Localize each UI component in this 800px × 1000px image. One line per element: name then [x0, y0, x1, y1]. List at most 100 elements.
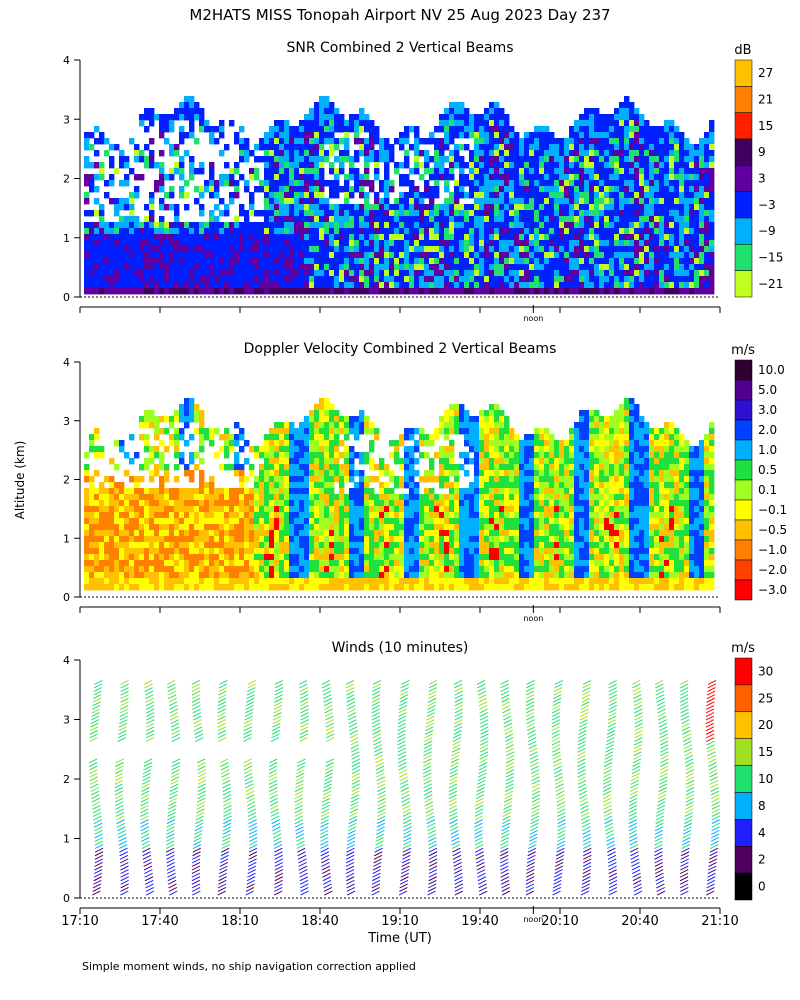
- heatmap-cell: [299, 192, 305, 199]
- heatmap-cell: [409, 536, 415, 543]
- heatmap-cell: [299, 204, 305, 211]
- heatmap-cell: [169, 554, 175, 561]
- heatmap-cell: [199, 222, 205, 229]
- heatmap-cell: [349, 422, 355, 429]
- heatmap-cell: [269, 150, 275, 157]
- heatmap-cell: [84, 246, 90, 253]
- heatmap-cell: [704, 270, 710, 277]
- heatmap-cell: [99, 506, 105, 513]
- heatmap-cell: [264, 264, 270, 271]
- heatmap-cell: [399, 434, 405, 441]
- heatmap-cell: [359, 566, 365, 573]
- heatmap-cell: [404, 198, 410, 205]
- heatmap-cell: [329, 270, 335, 277]
- heatmap-cell: [479, 186, 485, 193]
- heatmap-cell: [634, 216, 640, 223]
- heatmap-cell: [239, 554, 245, 561]
- heatmap-cell: [119, 156, 125, 163]
- heatmap-cell: [374, 216, 380, 223]
- heatmap-cell: [664, 156, 670, 163]
- heatmap-cell: [214, 488, 220, 495]
- heatmap-cell: [369, 440, 375, 447]
- heatmap-cell: [454, 222, 460, 229]
- heatmap-cell: [289, 494, 295, 501]
- heatmap-cell: [179, 578, 185, 585]
- heatmap-cell: [199, 524, 205, 531]
- heatmap-cell: [449, 138, 455, 145]
- heatmap-cell: [349, 114, 355, 121]
- heatmap-cell: [344, 506, 350, 513]
- heatmap-cell: [474, 228, 480, 235]
- heatmap-cell: [529, 168, 535, 175]
- heatmap-cell: [84, 572, 90, 579]
- heatmap-cell: [179, 126, 185, 133]
- heatmap-cell: [649, 198, 655, 205]
- heatmap-cell: [619, 120, 625, 127]
- heatmap-cell: [354, 512, 360, 519]
- heatmap-cell: [234, 132, 240, 139]
- heatmap-cell: [344, 276, 350, 283]
- heatmap-cell: [224, 494, 230, 501]
- heatmap-cell: [669, 270, 675, 277]
- heatmap-cell: [439, 464, 445, 471]
- heatmap-cell: [384, 222, 390, 229]
- heatmap-cell: [434, 150, 440, 157]
- heatmap-cell: [319, 150, 325, 157]
- heatmap-cell: [189, 234, 195, 241]
- heatmap-cell: [209, 174, 215, 181]
- heatmap-cell: [619, 198, 625, 205]
- heatmap-cell: [344, 428, 350, 435]
- heatmap-cell: [589, 282, 595, 289]
- heatmap-cell: [664, 264, 670, 271]
- heatmap-cell: [409, 126, 415, 133]
- heatmap-cell: [559, 234, 565, 241]
- heatmap-cell: [389, 264, 395, 271]
- heatmap-cell: [329, 162, 335, 169]
- heatmap-cell: [429, 464, 435, 471]
- heatmap-cell: [399, 530, 405, 537]
- heatmap-cell: [269, 186, 275, 193]
- heatmap-cell: [324, 228, 330, 235]
- heatmap-cell: [404, 500, 410, 507]
- heatmap-cell: [174, 204, 180, 211]
- heatmap-cell: [144, 440, 150, 447]
- heatmap-cell: [364, 536, 370, 543]
- heatmap-cell: [519, 186, 525, 193]
- heatmap-cell: [84, 228, 90, 235]
- heatmap-cell: [164, 114, 170, 121]
- heatmap-cell: [239, 470, 245, 477]
- heatmap-cell: [444, 132, 450, 139]
- heatmap-cell: [509, 168, 515, 175]
- heatmap-cell: [389, 228, 395, 235]
- heatmap-cell: [224, 222, 230, 229]
- heatmap-cell: [574, 216, 580, 223]
- heatmap-cell: [179, 168, 185, 175]
- heatmap-cell: [169, 126, 175, 133]
- heatmap-cell: [399, 572, 405, 579]
- heatmap-cell: [289, 566, 295, 573]
- heatmap-cell: [319, 542, 325, 549]
- heatmap-cell: [164, 282, 170, 289]
- heatmap-cell: [184, 102, 190, 109]
- heatmap-cell: [589, 288, 595, 295]
- heatmap-cell: [604, 204, 610, 211]
- heatmap-cell: [344, 500, 350, 507]
- heatmap-cell: [179, 500, 185, 507]
- heatmap-cell: [109, 288, 115, 295]
- heatmap-cell: [479, 288, 485, 295]
- heatmap-cell: [199, 246, 205, 253]
- heatmap-cell: [519, 288, 525, 295]
- heatmap-cell: [624, 108, 630, 115]
- heatmap-cell: [539, 276, 545, 283]
- heatmap-cell: [319, 114, 325, 121]
- heatmap-cell: [489, 126, 495, 133]
- heatmap-cell: [309, 500, 315, 507]
- heatmap-cell: [584, 126, 590, 133]
- heatmap-cell: [174, 246, 180, 253]
- heatmap-cell: [554, 198, 560, 205]
- heatmap-cell: [474, 264, 480, 271]
- heatmap-cell: [139, 518, 145, 525]
- heatmap-cell: [469, 228, 475, 235]
- heatmap-cell: [399, 204, 405, 211]
- heatmap-cell: [679, 150, 685, 157]
